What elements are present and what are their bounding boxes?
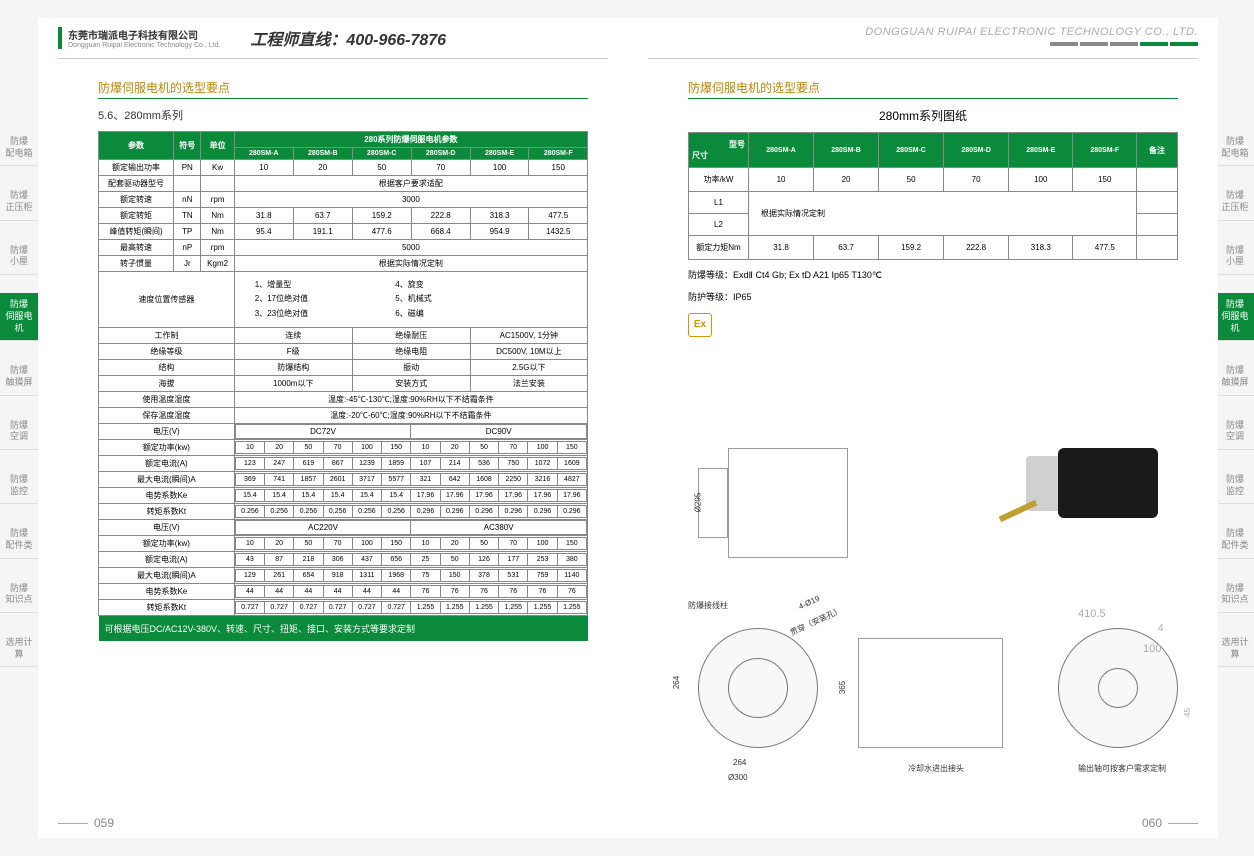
sidebar-item[interactable]: 防爆 配电箱 xyxy=(1216,130,1254,166)
sidebar-item[interactable]: 防爆 伺服电机 xyxy=(1216,293,1254,341)
page-left: 东莞市瑞派电子科技有限公司 Dongguan Ruipai Electronic… xyxy=(38,18,628,838)
sidebar-right: 防爆 配电箱 防爆 正压柜 防爆 小屋 防爆 伺服电机 防爆 触摸屏 防爆 空调… xyxy=(1216,130,1254,685)
color-bars xyxy=(648,42,1198,46)
section-title: 防爆伺服电机的选型要点 xyxy=(98,79,588,99)
subtitle: 5.6、280mm系列 xyxy=(98,107,628,123)
hotline: 工程师直线：400-966-7876 xyxy=(250,26,446,50)
param-table: 参数符号单位280系列防爆伺服电机参数280SM-A280SM-B280SM-C… xyxy=(98,131,588,641)
sidebar-item[interactable]: 防爆 正压柜 xyxy=(0,184,38,220)
sidebar-item[interactable]: 防爆 配电箱 xyxy=(0,130,38,166)
schematic-side-view: Ø295 xyxy=(688,418,928,598)
sidebar-item[interactable]: 选用计算 xyxy=(1216,631,1254,667)
company-name-cn: 东莞市瑞派电子科技有限公司 xyxy=(68,27,220,42)
sidebar-item[interactable]: 防爆 空调 xyxy=(1216,414,1254,450)
sidebar-item[interactable]: 防爆 配件类 xyxy=(1216,522,1254,558)
page-right: DONGGUAN RUIPAI ELECTRONIC TECHNOLOGY CO… xyxy=(628,18,1218,838)
company-name-right: DONGGUAN RUIPAI ELECTRONIC TECHNOLOGY CO… xyxy=(648,26,1198,38)
sidebar-item[interactable]: 防爆 小屋 xyxy=(0,239,38,275)
sidebar-item[interactable]: 防爆 小屋 xyxy=(1216,239,1254,275)
page-number: 060 xyxy=(1142,816,1198,830)
sidebar-item[interactable]: 防爆 触摸屏 xyxy=(1216,359,1254,395)
motor-photo xyxy=(998,418,1178,558)
sidebar-item[interactable]: 防爆 监控 xyxy=(1216,468,1254,504)
sidebar-item[interactable]: 防爆 触摸屏 xyxy=(0,359,38,395)
sidebar-item[interactable]: 防爆 空调 xyxy=(0,414,38,450)
dimension-table: 型号尺寸280SM-A280SM-B280SM-C280SM-D280SM-E2… xyxy=(688,132,1178,260)
sidebar-item[interactable]: 选用计算 xyxy=(0,631,38,667)
sidebar-item[interactable]: 防爆 伺服电机 xyxy=(0,293,38,341)
section-title: 防爆伺服电机的选型要点 xyxy=(688,79,1178,99)
sidebar-item[interactable]: 防爆 监控 xyxy=(0,468,38,504)
sidebar-left: 防爆 配电箱 防爆 正压柜 防爆 小屋 防爆 伺服电机 防爆 触摸屏 防爆 空调… xyxy=(0,130,38,685)
drawing-title: 280mm系列图纸 xyxy=(628,107,1218,124)
page-number: 059 xyxy=(58,816,114,830)
ex-badge-icon: Ex xyxy=(688,313,712,337)
technical-drawings: 264 264 Ø300 防爆接线柱 4-Ø19 贯穿（安装孔） 365 冷却水… xyxy=(688,608,1188,808)
sidebar-item[interactable]: 防爆 知识点 xyxy=(1216,577,1254,613)
sidebar-item[interactable]: 防爆 知识点 xyxy=(0,577,38,613)
sidebar-item[interactable]: 防爆 正压柜 xyxy=(1216,184,1254,220)
explosion-proof-note: 防爆等级：ExdⅡ Ct4 Gb; Ex tD A21 Ip65 T130℃ xyxy=(688,268,1218,282)
company-name-en: Dongguan Ruipai Electronic Technology Co… xyxy=(68,42,220,49)
sidebar-item[interactable]: 防爆 配件类 xyxy=(0,522,38,558)
protection-note: 防护等级：IP65 xyxy=(688,290,1218,304)
